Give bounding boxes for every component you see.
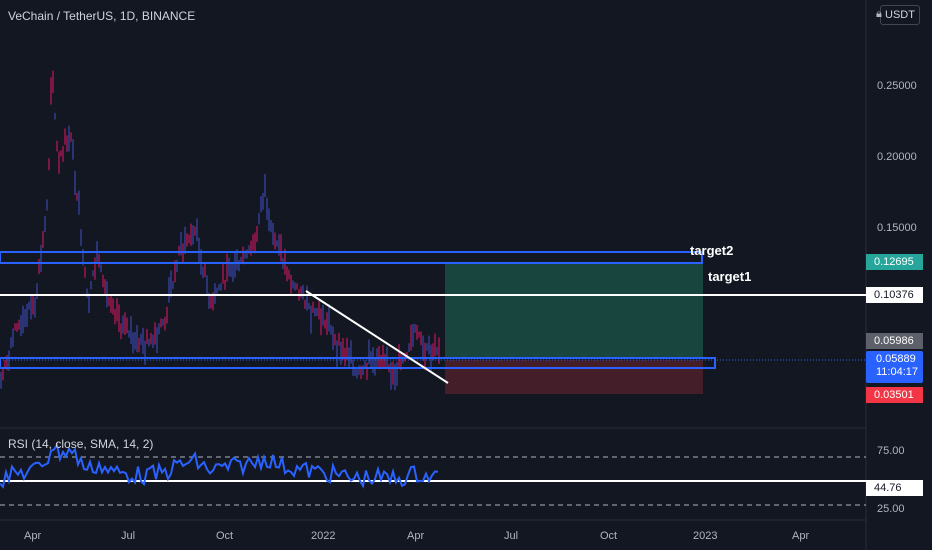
currency-button[interactable]: USDT <box>880 5 920 25</box>
target2-zone-box[interactable] <box>0 251 703 264</box>
rsi-value-tag: 44.76 <box>866 480 923 496</box>
currency-label: USDT <box>885 9 915 21</box>
price-axis-label: 0.25000 <box>877 80 917 92</box>
trendline[interactable] <box>305 290 449 384</box>
lock-icon: 🔒︎ <box>876 8 882 20</box>
last-price-tag: 0.05889 11:04:17 <box>866 351 923 383</box>
time-axis-label: Oct <box>216 530 234 542</box>
rsi-title: RSI (14, close, SMA, 14, 2) <box>8 437 154 451</box>
price-axis-label: 0.15000 <box>877 222 917 234</box>
time-axis-label: Jul <box>121 530 136 542</box>
target2-label[interactable]: target2 <box>690 243 734 258</box>
price-axis-label: 0.20000 <box>877 151 917 163</box>
time-axis-label: Apr <box>24 530 42 542</box>
last-price-value: 0.05889 <box>876 353 916 365</box>
time-axis-label: Apr <box>792 530 810 542</box>
candlestick-series <box>0 70 440 391</box>
loss-zone[interactable] <box>445 360 703 394</box>
target1-price-tag: 0.10376 <box>866 287 923 303</box>
chart-title: VeChain / TetherUS, 1D, BINANCE <box>8 9 196 23</box>
support-zone-box[interactable] <box>0 357 716 369</box>
stop-price-tag: 0.03501 <box>866 387 923 403</box>
time-axis-label: Apr <box>407 530 425 542</box>
target2-price-tag: 0.12695 <box>866 254 923 270</box>
rsi-axis-label: 75.00 <box>877 445 905 457</box>
profit-zone[interactable] <box>445 262 703 358</box>
time-axis-label: 2023 <box>693 530 718 542</box>
time-axis-label: Jul <box>504 530 519 542</box>
entry-price-tag: 0.05986 <box>866 333 923 349</box>
rsi-axis-label: 25.00 <box>877 503 905 515</box>
target1-label[interactable]: target1 <box>708 269 752 284</box>
rsi-line <box>0 442 439 489</box>
time-axis-label: Oct <box>600 530 618 542</box>
bar-countdown: 11:04:17 <box>876 366 919 378</box>
time-axis-label: 2022 <box>311 530 336 542</box>
